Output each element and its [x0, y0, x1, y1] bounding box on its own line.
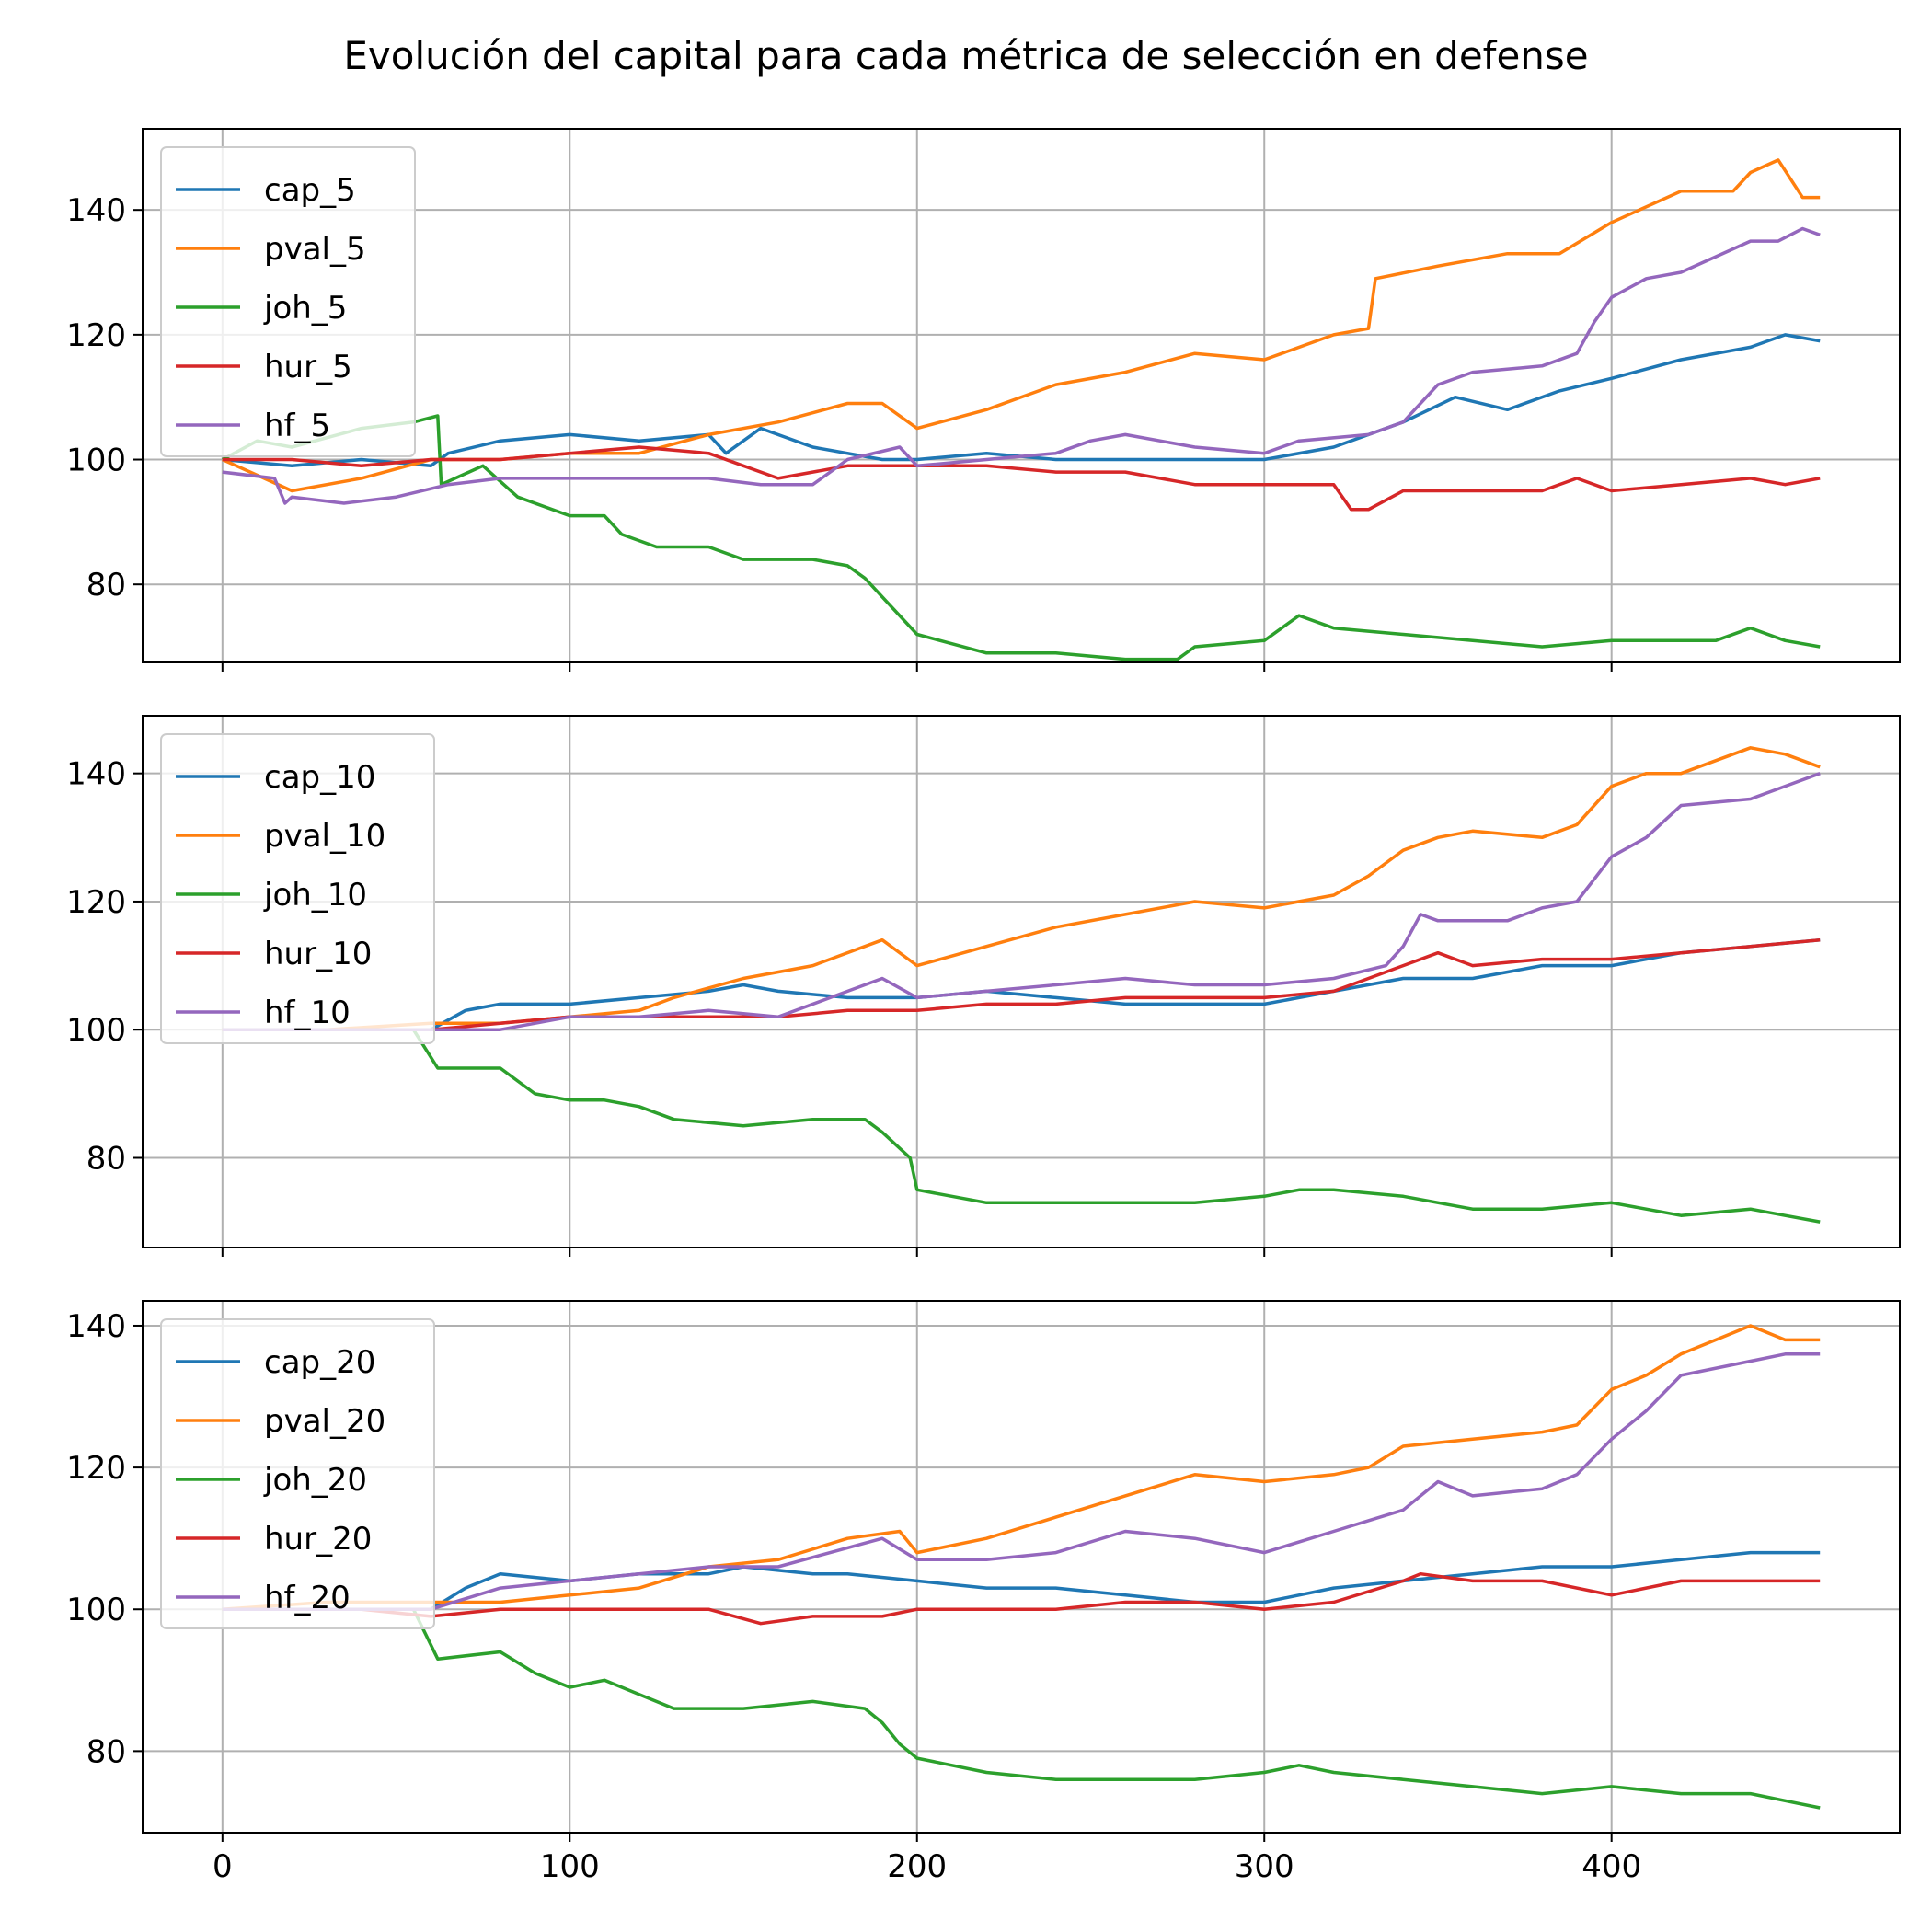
y-tick-label: 120 [66, 1450, 126, 1487]
series-line-joh_20 [222, 1607, 1821, 1810]
legend-label-pval_5: pval_5 [264, 231, 366, 268]
y-tick-label: 120 [66, 317, 126, 354]
series-line-cap_5 [222, 333, 1821, 468]
series-line-joh_5 [221, 414, 1821, 661]
legend-box [160, 146, 416, 457]
series-line-hur_20 [222, 1571, 1821, 1626]
x-tick-label: 100 [540, 1848, 600, 1885]
y-tick-label: 80 [86, 1141, 126, 1178]
series-line-hf_5 [222, 226, 1821, 505]
axes-frame [142, 715, 1901, 1248]
subplot-2: 80 100 120 140 cap_10 pval_10 joh_10 hur_10 hf_1… [66, 715, 1901, 1257]
legend-label-hf_5: hf_5 [264, 408, 330, 444]
legend-label-hf_10: hf_10 [264, 995, 351, 1031]
y-tick-label: 100 [66, 1012, 126, 1049]
y-tick-label: 100 [66, 443, 126, 479]
y-tick-label: 80 [86, 1733, 126, 1770]
axes-frame [142, 128, 1901, 663]
legend-box [160, 733, 435, 1044]
series-line-pval_20 [222, 1324, 1821, 1611]
y-tick-label: 80 [86, 567, 126, 604]
subplot-1: 80 100 120 140 cap_5 pval_5 joh_5 hur_5 hf_5 [66, 128, 1901, 672]
subplot-3: 0 100 200 300 400 80 100 120 140 cap_20 pval_20joh… [66, 1300, 1901, 1885]
series-group [222, 1324, 1821, 1810]
legend-label-joh_10: joh_10 [263, 877, 367, 914]
legend-label-hf_20: hf_20 [264, 1580, 351, 1616]
series-line-cap_10 [222, 937, 1821, 1031]
axes-frame [142, 1300, 1901, 1834]
legend-label-joh_5: joh_5 [263, 290, 347, 327]
x-tick-label: 0 [213, 1848, 233, 1885]
legend-label-cap_20: cap_20 [264, 1344, 375, 1381]
legend-box [160, 1318, 435, 1629]
series-line-cap_20 [222, 1550, 1821, 1611]
y-tick-label: 100 [66, 1592, 126, 1628]
legend-label-pval_20: pval_20 [264, 1403, 385, 1440]
series-line-joh_10 [222, 1028, 1821, 1224]
y-tick-label: 140 [66, 756, 126, 793]
series-line-hf_20 [222, 1352, 1821, 1611]
legend-label-cap_5: cap_5 [264, 172, 356, 209]
series-line-hur_5 [222, 445, 1821, 512]
series-line-pval_10 [222, 746, 1821, 1031]
figure-title: Evolución del capital para cada métrica … [343, 33, 1589, 78]
series-line-hur_10 [222, 937, 1821, 1031]
x-tick-label: 300 [1235, 1848, 1294, 1885]
legend-label-hur_5: hur_5 [264, 349, 352, 385]
y-tick-label: 140 [66, 192, 126, 229]
series-group [222, 746, 1821, 1224]
series-line-hf_10 [222, 772, 1821, 1031]
x-tick-label: 400 [1581, 1848, 1641, 1885]
legend-label-cap_10: cap_10 [264, 759, 375, 796]
legend-label-hur_20: hur_20 [264, 1521, 372, 1558]
legend-label-hur_10: hur_10 [264, 936, 372, 972]
y-tick-label: 120 [66, 884, 126, 921]
series-group [221, 158, 1821, 661]
legend-label-joh_20: joh_20 [263, 1462, 367, 1499]
y-tick-label: 140 [66, 1308, 126, 1345]
x-tick-label: 200 [887, 1848, 947, 1885]
legend-label-pval_10: pval_10 [264, 818, 385, 855]
